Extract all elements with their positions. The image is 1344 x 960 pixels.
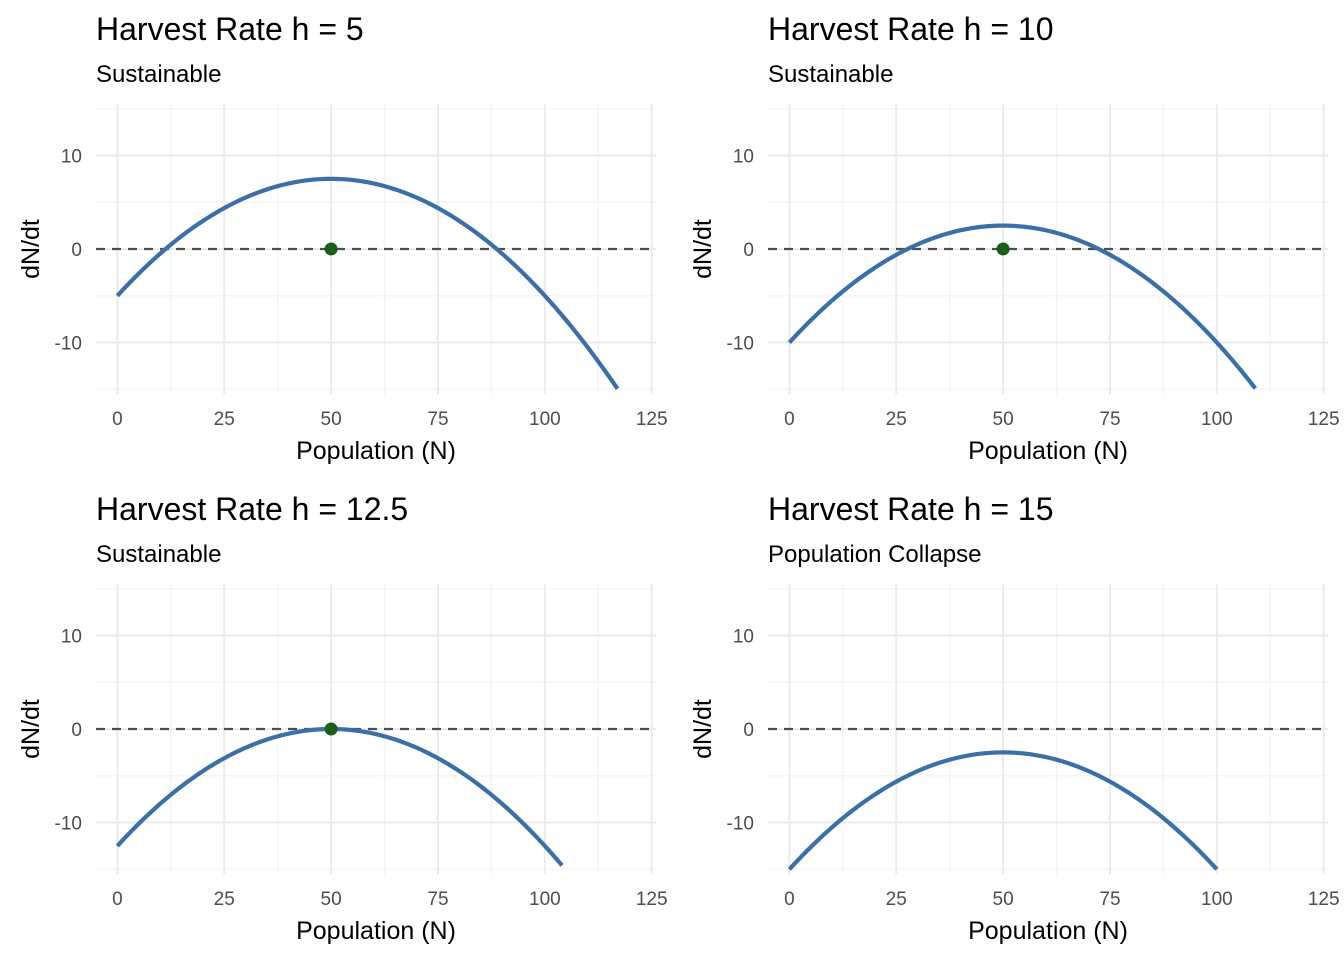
- x-tick-label: 100: [529, 409, 561, 430]
- y-tick-label: -10: [55, 814, 82, 835]
- y-axis-label: dN/dt: [689, 219, 717, 279]
- y-tick-label: -10: [727, 334, 754, 355]
- x-axis-label: Population (N): [296, 917, 456, 945]
- x-tick-label: 100: [529, 889, 561, 910]
- panel-subtitle: Population Collapse: [768, 541, 981, 568]
- x-tick-label: 50: [321, 409, 342, 430]
- x-tick-label: 125: [1308, 889, 1340, 910]
- x-tick-label: 100: [1201, 889, 1233, 910]
- equilibrium-point: [324, 242, 338, 256]
- x-axis-label: Population (N): [296, 437, 456, 465]
- y-tick-label: 10: [61, 146, 82, 167]
- y-tick-label: 0: [743, 240, 754, 261]
- x-tick-label: 25: [214, 409, 235, 430]
- y-axis-label: dN/dt: [17, 699, 45, 759]
- x-tick-label: 0: [784, 889, 795, 910]
- y-tick-label: 0: [71, 720, 82, 741]
- x-tick-label: 25: [886, 889, 907, 910]
- x-axis-label: Population (N): [968, 917, 1128, 945]
- x-tick-label: 25: [214, 889, 235, 910]
- x-tick-label: 75: [1099, 889, 1120, 910]
- x-tick-label: 50: [321, 889, 342, 910]
- facet-panel-4: Harvest Rate h = 15 Population Collapse 0 2…: [689, 491, 1340, 945]
- x-tick-label: 75: [427, 889, 448, 910]
- x-tick-label: 125: [636, 409, 668, 430]
- y-tick-label: 0: [71, 240, 82, 261]
- x-tick-label: 0: [784, 409, 795, 430]
- panel-title: Harvest Rate h = 15: [768, 491, 1053, 527]
- x-tick-label: 75: [427, 409, 448, 430]
- y-axis-label: dN/dt: [17, 219, 45, 279]
- panel-title: Harvest Rate h = 10: [768, 11, 1053, 47]
- x-tick-label: 125: [636, 889, 668, 910]
- x-axis-label: Population (N): [968, 437, 1128, 465]
- x-tick-label: 0: [112, 889, 123, 910]
- x-tick-label: 50: [993, 889, 1014, 910]
- equilibrium-point: [996, 242, 1010, 256]
- y-tick-label: -10: [55, 334, 82, 355]
- y-tick-label: 10: [61, 626, 82, 647]
- y-axis-label: dN/dt: [689, 699, 717, 759]
- panel-subtitle: Sustainable: [96, 61, 221, 88]
- growth-curve-line: [787, 750, 1219, 871]
- y-tick-label: 10: [733, 626, 754, 647]
- y-tick-label: 10: [733, 146, 754, 167]
- x-tick-label: 50: [993, 409, 1014, 430]
- x-tick-label: 75: [1099, 409, 1120, 430]
- panel-subtitle: Sustainable: [96, 541, 221, 568]
- growth-curve-line: [787, 223, 1257, 390]
- panel-subtitle: Sustainable: [768, 61, 893, 88]
- panel-title: Harvest Rate h = 5: [96, 11, 364, 47]
- panel-title: Harvest Rate h = 12.5: [96, 491, 408, 527]
- x-tick-label: 25: [886, 409, 907, 430]
- equilibrium-point: [324, 722, 338, 736]
- y-tick-label: 0: [743, 720, 754, 741]
- growth-curve-line: [115, 726, 564, 867]
- growth-curve-line: [115, 176, 620, 390]
- x-tick-label: 100: [1201, 409, 1233, 430]
- y-tick-label: -10: [727, 814, 754, 835]
- x-tick-label: 125: [1308, 409, 1340, 430]
- x-tick-label: 0: [112, 409, 123, 430]
- facet-panel-3: Harvest Rate h = 12.5 Sustainable 0 25 50 75 1…: [17, 491, 668, 945]
